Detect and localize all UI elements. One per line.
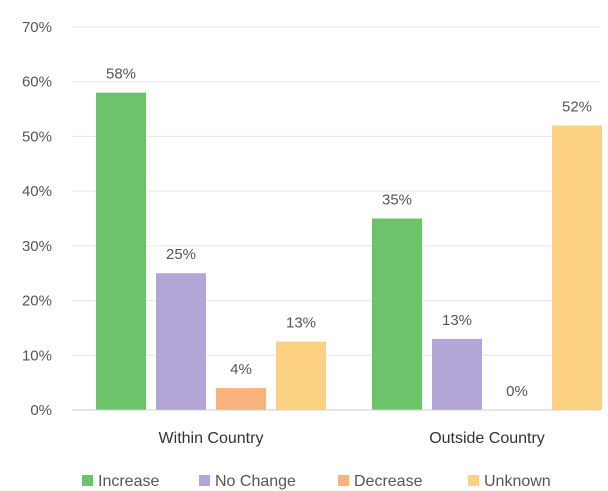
gridlines: [72, 26, 600, 356]
data-label: 25%: [166, 246, 196, 263]
bar-no-change: [432, 338, 482, 410]
category-labels: Within Country Outside Country: [159, 430, 545, 447]
bar-no-change: [156, 273, 206, 410]
y-axis-ticks: 0% 10% 20% 30% 40% 50% 60% 70%: [22, 19, 52, 419]
data-label: 4%: [230, 361, 252, 378]
data-label: 58%: [106, 66, 136, 83]
y-tick-label: 20%: [22, 293, 52, 310]
legend-swatch: [338, 475, 349, 486]
data-label: 13%: [442, 312, 472, 329]
legend-swatch: [199, 475, 210, 486]
data-label: 13%: [286, 315, 316, 332]
y-tick-label: 60%: [22, 74, 52, 91]
legend-label: No Change: [215, 473, 296, 490]
y-tick-label: 50%: [22, 128, 52, 145]
y-tick-label: 30%: [22, 238, 52, 255]
y-tick-label: 40%: [22, 183, 52, 200]
legend-label: Decrease: [354, 473, 423, 490]
category-label: Outside Country: [429, 430, 545, 447]
legend-swatch: [468, 475, 479, 486]
y-tick-label: 10%: [22, 347, 52, 364]
bar-increase: [96, 92, 146, 411]
bars: [96, 92, 602, 411]
bar-unknown: [552, 125, 602, 410]
data-label: 35%: [382, 192, 412, 209]
data-label: 0%: [506, 383, 528, 400]
legend: Increase No Change Decrease Unknown: [82, 473, 551, 490]
bar-increase: [372, 218, 422, 410]
data-label: 52%: [562, 98, 592, 115]
legend-label: Increase: [98, 473, 159, 490]
y-tick-label: 0%: [30, 402, 52, 419]
legend-swatch: [82, 475, 93, 486]
legend-label: Unknown: [484, 473, 551, 490]
y-tick-label: 70%: [22, 19, 52, 36]
category-label: Within Country: [159, 430, 264, 447]
data-labels: 58% 25% 4% 13% 35% 13% 0% 52%: [106, 66, 592, 400]
bar-unknown: [276, 341, 326, 410]
bar-decrease: [216, 388, 266, 410]
